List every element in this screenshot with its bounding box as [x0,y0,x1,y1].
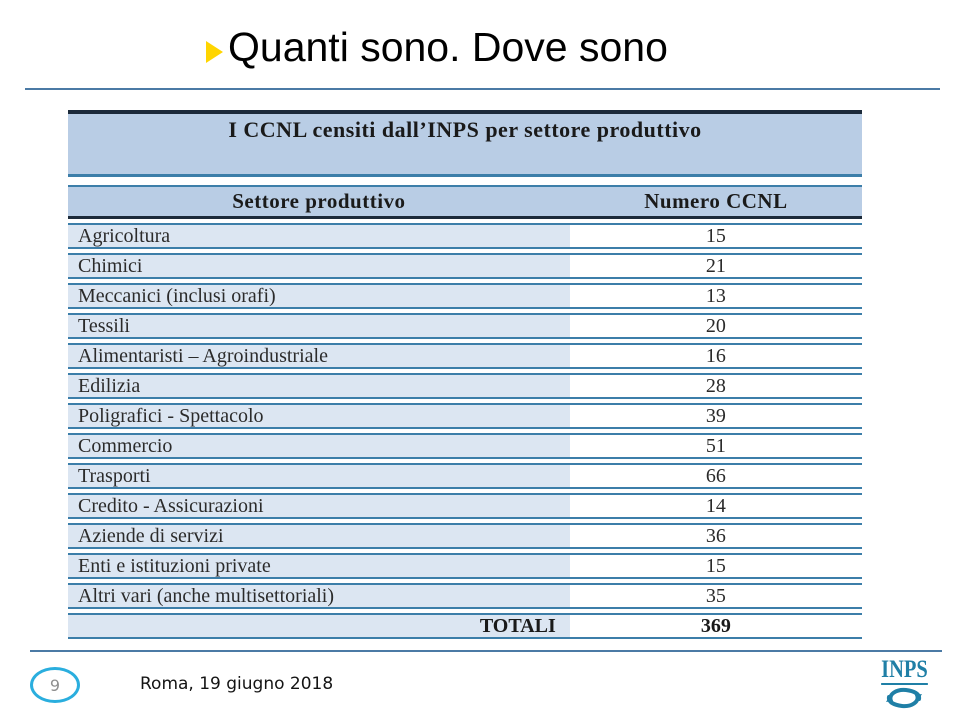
inps-logo: INPS [874,656,934,710]
sector-cell: Aziende di servizi [68,523,570,549]
sector-cell: Trasporti [68,463,570,489]
triangle-bullet-icon [206,41,223,63]
ccnl-table-section: I CCNL censiti dall’INPS per settore pro… [68,110,862,643]
table-row: Trasporti 66 [68,463,862,489]
count-cell: 66 [569,463,862,489]
slide-header: Quanti sono. Dove sono [0,0,960,88]
table-row: Chimici 21 [68,253,862,279]
count-cell: 13 [569,283,862,309]
footer-divider [30,650,942,652]
sector-cell: Credito - Assicurazioni [68,493,570,519]
total-label: TOTALI [68,613,570,639]
table-row: Tessili 20 [68,313,862,339]
count-cell: 14 [569,493,862,519]
title-divider [25,88,940,90]
column-header-sector: Settore produttivo [68,185,570,219]
table-row: Alimentaristi – Agroindustriale 16 [68,343,862,369]
total-row: TOTALI 369 [68,613,862,639]
table-row: Commercio 51 [68,433,862,459]
count-cell: 36 [569,523,862,549]
count-cell: 21 [569,253,862,279]
page-number: 9 [49,675,61,695]
sector-cell: Tessili [68,313,570,339]
inps-logo-text: INPS [880,656,928,685]
table-row: Altri vari (anche multisettoriali) 35 [68,583,862,609]
sector-cell: Chimici [68,253,570,279]
table-row: Enti e istituzioni private 15 [68,553,862,579]
total-value: 369 [569,613,862,639]
data-table: Settore produttivo Numero CCNL Agricoltu… [68,181,862,643]
sector-cell: Edilizia [68,373,570,399]
sector-cell: Enti e istituzioni private [68,553,570,579]
table-body: Agricoltura 15 Chimici 21 Meccanici (inc… [68,223,862,609]
table-row: Agricoltura 15 [68,223,862,249]
table-row: Credito - Assicurazioni 14 [68,493,862,519]
count-cell: 39 [569,403,862,429]
sector-cell: Altri vari (anche multisettoriali) [68,583,570,609]
sector-cell: Meccanici (inclusi orafi) [68,283,570,309]
count-cell: 28 [569,373,862,399]
inps-swirl-icon [886,687,922,709]
column-header-count: Numero CCNL [569,185,862,219]
table-header-row: Settore produttivo Numero CCNL [68,185,862,219]
slide-title: Quanti sono. Dove sono [228,24,668,70]
sector-cell: Poligrafici - Spettacolo [68,403,570,429]
count-cell: 15 [569,553,862,579]
page-number-badge: 9 [30,667,80,703]
sector-cell: Commercio [68,433,570,459]
table-row: Aziende di servizi 36 [68,523,862,549]
count-cell: 15 [569,223,862,249]
table-row: Meccanici (inclusi orafi) 13 [68,283,862,309]
table-row: Edilizia 28 [68,373,862,399]
sector-cell: Alimentaristi – Agroindustriale [68,343,570,369]
count-cell: 51 [569,433,862,459]
table-row: Poligrafici - Spettacolo 39 [68,403,862,429]
sector-cell: Agricoltura [68,223,570,249]
table-caption: I CCNL censiti dall’INPS per settore pro… [68,110,862,177]
count-cell: 35 [569,583,862,609]
count-cell: 20 [569,313,862,339]
count-cell: 16 [569,343,862,369]
footer-date: Roma, 19 giugno 2018 [140,674,334,694]
